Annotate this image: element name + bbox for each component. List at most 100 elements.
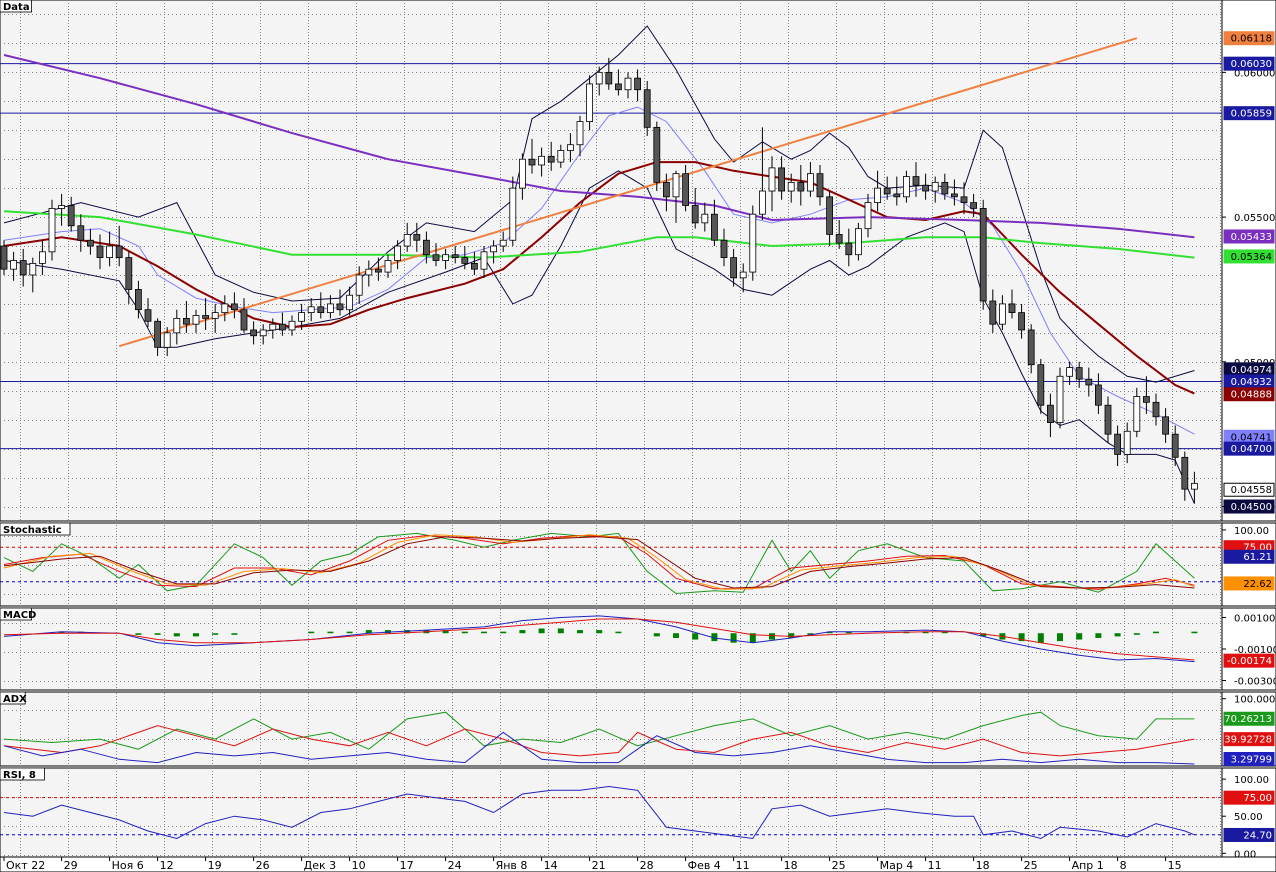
candle-14 — [134, 280, 142, 319]
main-grid — [1, 1, 1221, 520]
date-tick-label-22: Апр 1 — [1072, 859, 1104, 872]
date-tick-label-18: Мар 4 — [880, 859, 914, 872]
candle-body — [528, 158, 536, 166]
candle-body — [154, 320, 162, 348]
candle-112 — [1075, 361, 1083, 388]
candle-22 — [211, 303, 219, 333]
rsi-tick-label-1: 50.00 — [1234, 812, 1263, 823]
candle-body — [845, 242, 853, 256]
candle-48 — [461, 246, 469, 270]
candle-9 — [87, 228, 94, 255]
macd-histogram-bar-34 — [826, 631, 833, 634]
stochastic-value-tag-label-1: 61.21 — [1243, 552, 1272, 563]
candle-16 — [154, 318, 162, 357]
candle-63 — [605, 57, 613, 90]
candle-body — [883, 187, 891, 195]
candle-body — [749, 213, 757, 273]
date-tick-label-1: 29 — [64, 859, 78, 872]
adx-value-tag-label-1: 39.92728 — [1224, 735, 1272, 746]
stochastic-series-0 — [3, 532, 1195, 595]
macd-histogram-bar-49 — [1191, 631, 1198, 634]
candle-122 — [1171, 425, 1179, 467]
candle-78 — [749, 205, 757, 281]
candle-68 — [653, 121, 661, 192]
main-value-tag-0 — [1223, 31, 1275, 46]
date-tick-label-24: 15 — [1168, 859, 1182, 872]
stochastic-series-2 — [3, 534, 1195, 590]
candle-body — [192, 315, 200, 325]
candle-body — [384, 260, 392, 273]
candle-110 — [1056, 367, 1064, 429]
candle-117 — [1123, 422, 1131, 464]
candle-101 — [970, 193, 977, 218]
candle-body — [1037, 364, 1045, 406]
candle-64 — [615, 69, 622, 96]
adx-value-tag-1 — [1223, 732, 1275, 747]
adx-series-2 — [3, 731, 1195, 765]
candle-body — [422, 239, 430, 256]
candle-body — [663, 181, 670, 198]
candle-31 — [298, 303, 306, 330]
candle-90 — [864, 193, 872, 238]
candle-12 — [115, 225, 123, 267]
macd-histogram-bar-8 — [308, 631, 315, 634]
candle-119 — [1143, 376, 1150, 414]
main-overlay-bb_upper — [3, 25, 1195, 383]
candle-body — [1114, 433, 1121, 455]
candle-18 — [173, 309, 181, 345]
macd-histogram-bar-11 — [365, 630, 372, 634]
macd-histogram-bar-19 — [519, 630, 526, 634]
candle-body — [1123, 430, 1131, 455]
date-tick-label-23: 8 — [1120, 859, 1127, 872]
main-value-tag-label-4: 0.05364 — [1231, 252, 1272, 263]
candle-75 — [720, 228, 728, 267]
macd-histogram-bar-47 — [1133, 633, 1140, 635]
candle-body — [87, 239, 94, 247]
adx-title: ADX — [3, 694, 27, 705]
candle-body — [624, 77, 632, 91]
candle-body — [960, 196, 968, 204]
candle-body — [336, 303, 344, 311]
candle-body — [941, 181, 949, 195]
stochastic-series-1 — [3, 534, 1195, 590]
stochastic-value-tag-label-2: 22.62 — [1243, 579, 1272, 590]
candle-body — [509, 187, 517, 241]
candle-34 — [326, 295, 334, 319]
candle-body — [1143, 396, 1150, 403]
main-value-tag-4 — [1223, 249, 1275, 264]
candle-116 — [1114, 425, 1121, 467]
date-tick-label-17: 25 — [832, 859, 846, 872]
candle-body — [970, 202, 977, 209]
candle-body — [288, 320, 296, 331]
macd-histogram-bar-22 — [577, 630, 583, 634]
candle-54 — [519, 153, 526, 200]
main-overlay-ma_purple — [3, 54, 1195, 239]
candle-25 — [240, 298, 248, 333]
macd-tick-label-1: -0.00100 — [1234, 645, 1276, 656]
date-tick-label-6: Дек 3 — [304, 859, 337, 872]
candle-body — [1075, 367, 1083, 380]
main-value-tag-label-3: 0.05433 — [1231, 232, 1272, 243]
macd-histogram-bar-35 — [845, 631, 852, 634]
macd-histogram-bar-48 — [1153, 631, 1159, 634]
macd-histogram-bar-6 — [212, 633, 219, 635]
candle-103 — [989, 289, 997, 333]
date-tick-label-10: Янв 8 — [496, 859, 528, 872]
candle-43 — [413, 222, 421, 252]
main-trendline[interactable] — [118, 37, 1138, 348]
rsi-grid — [1, 769, 1221, 856]
date-tick-label-12: 21 — [592, 859, 606, 872]
candle-3 — [29, 257, 37, 293]
main-value-tag-label-6: 0.04932 — [1231, 377, 1272, 388]
candle-29 — [278, 312, 286, 336]
candle-body — [77, 225, 85, 241]
candle-44 — [422, 231, 430, 264]
macd-series-1 — [3, 618, 1195, 661]
candle-17 — [163, 327, 171, 357]
candle-body — [451, 254, 459, 259]
macd-histogram-bar-3 — [154, 633, 161, 635]
macd-histogram-bar-32 — [788, 633, 795, 638]
candle-91 — [874, 170, 881, 212]
candle-body — [547, 155, 555, 163]
main-tick-label-0: 0.06000 — [1234, 68, 1275, 79]
